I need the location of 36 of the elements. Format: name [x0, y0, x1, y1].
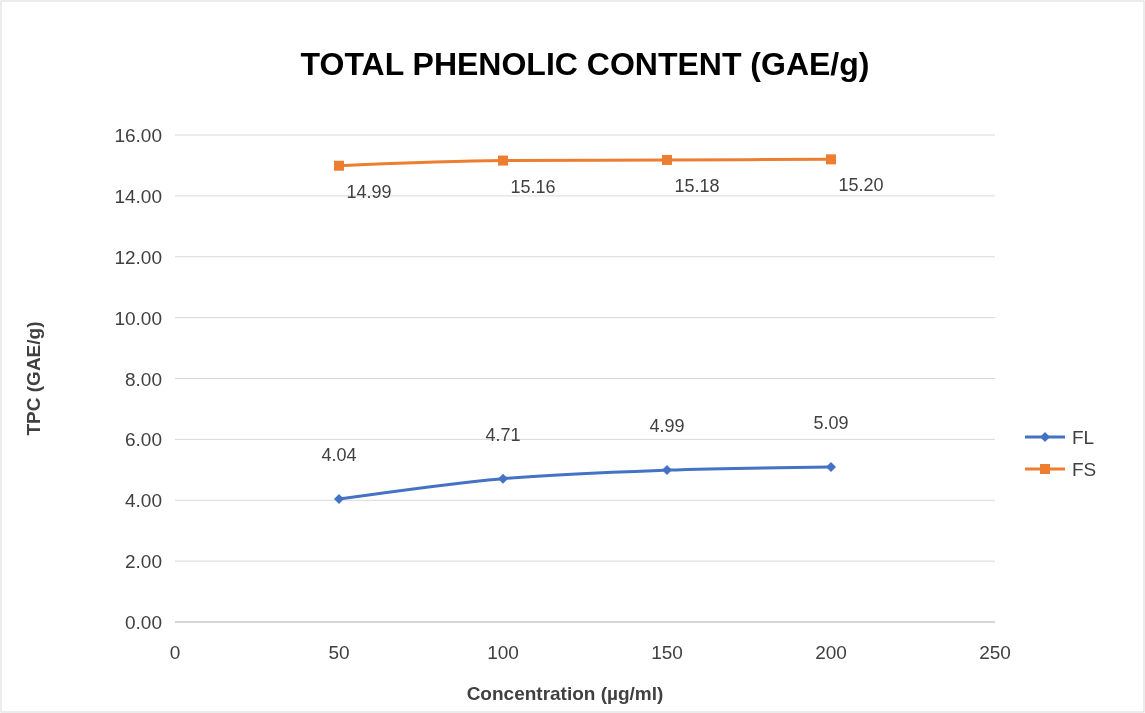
- x-tick-label: 250: [979, 642, 1011, 663]
- point: [826, 462, 836, 473]
- point: [498, 473, 508, 484]
- point: [826, 154, 836, 165]
- x-axis-title: Concentration (µg/ml): [466, 683, 664, 704]
- y-tick-label: 14.00: [114, 185, 162, 207]
- data-label: 15.16: [510, 176, 556, 197]
- data-label: 14.99: [346, 181, 392, 202]
- point: [662, 154, 672, 165]
- point: [334, 494, 344, 505]
- x-tick-label: 100: [487, 642, 519, 663]
- x-tick-label: 200: [815, 642, 847, 663]
- y-tick-label: 6.00: [125, 429, 162, 451]
- chart-title: TOTAL PHENOLIC CONTENT (GAE/g): [300, 46, 870, 82]
- y-tick-label: 8.00: [125, 368, 162, 390]
- data-label: 15.20: [838, 175, 884, 196]
- legend-label: FS: [1072, 459, 1097, 480]
- data-label: 4.99: [649, 416, 685, 437]
- y-tick-label: 16.00: [114, 125, 162, 146]
- data-label: 4.04: [321, 445, 357, 466]
- point: [662, 465, 672, 476]
- point: [498, 155, 508, 166]
- data-label: 15.18: [674, 175, 720, 196]
- y-axis-title: TPC (GAE/g): [23, 321, 44, 436]
- y-tick-label: 0.00: [125, 612, 162, 633]
- point: [334, 160, 344, 171]
- x-tick-label: 0: [169, 642, 181, 663]
- y-tick-label: 12.00: [114, 246, 162, 268]
- data-label: 4.71: [485, 424, 521, 445]
- data-label: 5.09: [813, 413, 849, 434]
- y-tick-label: 2.00: [125, 551, 162, 573]
- legend-label: FL: [1072, 427, 1095, 448]
- x-tick-label: 50: [328, 642, 350, 663]
- y-tick-label: 10.00: [114, 307, 162, 329]
- y-tick-label: 4.00: [125, 490, 162, 512]
- x-tick-label: 150: [651, 642, 683, 663]
